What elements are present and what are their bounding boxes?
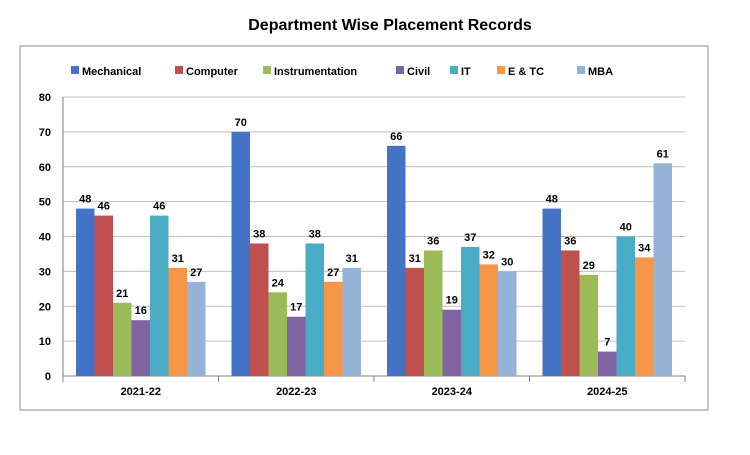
bar-value-label: 66 — [390, 131, 402, 143]
bar — [94, 215, 113, 376]
bar — [268, 292, 287, 376]
bar-value-label: 24 — [272, 277, 285, 289]
bar-value-label: 48 — [79, 194, 91, 206]
bar — [442, 309, 461, 376]
legend-label: E & TC — [508, 66, 544, 78]
bar — [461, 246, 480, 376]
y-tick-label: 70 — [39, 127, 51, 139]
bar-value-label: 34 — [638, 242, 651, 254]
legend-swatch — [577, 66, 585, 74]
bar-value-label: 21 — [116, 288, 128, 300]
bar — [168, 267, 187, 376]
x-tick-label: 2023-24 — [432, 386, 473, 398]
bar — [231, 131, 250, 376]
legend-swatch — [497, 66, 505, 74]
legend-swatch — [71, 66, 79, 74]
legend-label: IT — [461, 66, 471, 78]
legend-label: MBA — [588, 66, 613, 78]
legend-swatch — [175, 66, 183, 74]
bar — [542, 208, 561, 376]
bar — [561, 250, 580, 376]
y-tick-label: 40 — [39, 232, 51, 244]
x-tick-label: 2021-22 — [121, 386, 161, 398]
bar-value-label: 46 — [98, 201, 110, 213]
bar-value-label: 40 — [620, 222, 632, 234]
bar-value-label: 29 — [583, 260, 595, 272]
bar-value-label: 19 — [446, 295, 458, 307]
bar — [76, 208, 95, 376]
y-axis: 0 10 20 30 40 50 60 70 80 — [39, 92, 64, 383]
bar-value-label: 38 — [309, 228, 321, 240]
bar-value-label: 70 — [235, 117, 247, 129]
legend-swatch — [263, 66, 271, 74]
y-tick-label: 60 — [39, 162, 51, 174]
bar-value-label: 36 — [427, 235, 439, 247]
bar — [342, 267, 361, 376]
bar-value-label: 38 — [253, 228, 265, 240]
legend-label: Computer — [186, 66, 239, 78]
bar — [498, 271, 517, 376]
bar — [187, 281, 206, 376]
bar-value-label: 31 — [172, 253, 184, 265]
bar — [405, 267, 424, 376]
bar — [287, 316, 306, 376]
bar-value-label: 31 — [346, 253, 358, 265]
bar-value-label: 27 — [190, 267, 202, 279]
bar — [479, 264, 498, 376]
x-tick-label: 2022-23 — [276, 386, 316, 398]
bar — [250, 243, 269, 376]
bar-value-label: 46 — [153, 201, 165, 213]
legend-swatch — [450, 66, 458, 74]
bar — [324, 281, 343, 376]
legend-label: Civil — [407, 66, 430, 78]
bar — [305, 243, 324, 376]
bar-value-label: 31 — [409, 253, 421, 265]
y-tick-label: 0 — [45, 371, 51, 383]
bar-value-label: 32 — [483, 249, 495, 261]
bar-value-label: 37 — [464, 232, 476, 244]
bars — [76, 131, 672, 376]
legend-label: Instrumentation — [274, 66, 357, 78]
bar — [387, 145, 406, 376]
bar — [424, 250, 443, 376]
bar-value-label: 30 — [501, 256, 513, 268]
bar — [616, 236, 635, 376]
x-tick-label: 2024-25 — [587, 386, 627, 398]
bar-value-label: 7 — [604, 337, 610, 349]
legend: Mechanical Computer Instrumentation Civil IT… — [71, 66, 613, 78]
data-labels: 48 46 21 16 46 31 27 70 38 24 17 38 27 31 66 31 36 19 37 32… — [79, 117, 669, 349]
bar — [635, 257, 654, 376]
bar-value-label: 17 — [290, 302, 302, 314]
y-tick-label: 50 — [39, 197, 51, 209]
bar — [113, 302, 132, 376]
y-tick-label: 10 — [39, 336, 51, 348]
bar-value-label: 16 — [135, 305, 147, 317]
bar-value-label: 36 — [564, 235, 576, 247]
bar — [653, 163, 672, 376]
legend-swatch — [396, 66, 404, 74]
bar-value-label: 61 — [657, 148, 669, 160]
bar-value-label: 48 — [546, 194, 558, 206]
y-tick-label: 30 — [39, 266, 51, 278]
legend-label: Mechanical — [82, 66, 141, 78]
chart-title: Department Wise Placement Records — [248, 17, 532, 34]
bar-value-label: 27 — [327, 267, 339, 279]
bar — [579, 274, 598, 376]
y-tick-label: 80 — [39, 92, 51, 104]
bar — [150, 215, 169, 376]
bar — [598, 351, 617, 376]
bar — [131, 320, 150, 376]
y-tick-label: 20 — [39, 301, 51, 313]
